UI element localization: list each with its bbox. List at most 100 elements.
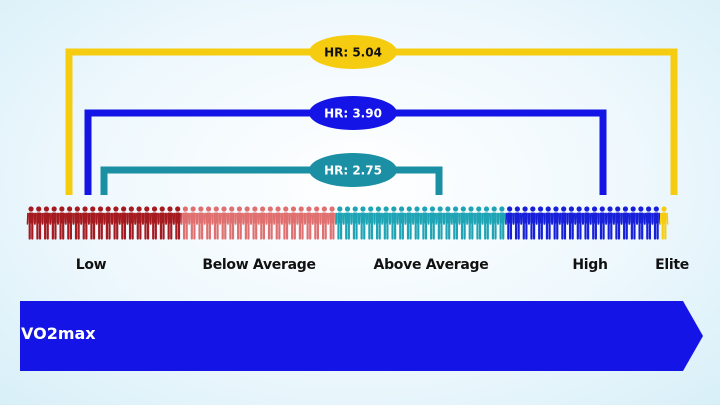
person-icon-high — [520, 206, 530, 240]
person-icon-below-average — [258, 206, 267, 240]
person-icon-below-average — [266, 206, 275, 240]
person-icon-high — [644, 206, 653, 240]
person-icon-above-average — [459, 206, 468, 240]
person-icon-high — [621, 206, 630, 240]
person-icon-above-average — [335, 206, 345, 240]
person-icon-above-average — [420, 206, 430, 240]
person-icon-above-average — [474, 206, 484, 240]
person-icon-low — [42, 206, 51, 240]
bracket-high-pill — [309, 96, 397, 130]
person-icon-above-average — [343, 206, 352, 240]
person-icon-above-average — [443, 206, 453, 240]
person-icon-low — [165, 206, 175, 240]
person-icon-high — [543, 206, 553, 240]
person-icon-above-average — [497, 206, 507, 240]
person-icon-above-average — [435, 206, 445, 240]
person-icon-below-average — [211, 206, 221, 240]
bracket-above-average-line — [100, 166, 443, 195]
bracket-above-average-label: HR: 2.75 — [324, 164, 382, 178]
person-icon-below-average — [250, 206, 260, 240]
person-icon-high — [574, 206, 584, 240]
person-icon-above-average — [404, 206, 414, 240]
person-icon-high — [636, 206, 646, 240]
person-icon-low — [88, 206, 98, 240]
vo2max-arrow — [20, 301, 703, 371]
bracket-above-average-pill — [309, 153, 397, 187]
person-icon-high — [551, 206, 561, 240]
hazard-ratio-brackets: HR: 5.04 HR: 3.90 HR: 2.75 — [65, 35, 678, 195]
person-icon-below-average — [304, 206, 314, 240]
category-label-low: Low — [75, 257, 107, 273]
person-icon-below-average — [289, 206, 298, 240]
person-icon-above-average — [350, 206, 360, 240]
person-icon-low — [157, 206, 167, 240]
person-icon-high — [590, 206, 599, 240]
person-icon-below-average — [273, 206, 283, 240]
person-icon-above-average — [482, 206, 491, 240]
person-icon-high — [652, 206, 661, 240]
person-icon-above-average — [451, 206, 460, 240]
person-icon-high — [567, 206, 576, 240]
person-icon-above-average — [366, 206, 375, 240]
vo2max-axis-label: VO2max — [21, 324, 96, 343]
person-icon-below-average — [296, 206, 306, 240]
category-label-above-average: Above Average — [373, 257, 489, 273]
person-icon-low — [65, 206, 74, 240]
person-icon-below-average — [188, 206, 198, 240]
person-icon-low — [96, 206, 105, 240]
bracket-elite-label: HR: 5.04 — [324, 46, 382, 60]
person-icon-below-average — [281, 206, 291, 240]
person-icon-low — [103, 206, 113, 240]
person-icon-above-average — [428, 206, 437, 240]
person-icon-below-average — [204, 206, 213, 240]
person-icon-low — [34, 206, 44, 240]
bracket-high-label: HR: 3.90 — [324, 107, 382, 121]
person-icon-below-average — [219, 206, 229, 240]
person-icon-below-average — [320, 206, 329, 240]
person-icon-below-average — [181, 206, 190, 240]
person-icon-above-average — [389, 206, 399, 240]
person-icon-high — [605, 206, 615, 240]
category-label-elite: Elite — [655, 257, 689, 273]
person-icon-above-average — [374, 206, 383, 240]
person-icon-low — [142, 206, 152, 240]
person-icon-above-average — [381, 206, 391, 240]
person-icon-low — [111, 206, 121, 240]
person-icon-high — [505, 206, 514, 240]
person-icon-low — [173, 206, 182, 240]
person-icon-low — [26, 206, 36, 240]
person-icon-elite — [659, 206, 669, 240]
person-icon-low — [80, 206, 90, 240]
person-icon-below-average — [312, 206, 321, 240]
person-icon-high — [559, 206, 568, 240]
person-icon-below-average — [242, 206, 252, 240]
person-icon-below-average — [227, 206, 237, 240]
person-icon-below-average — [196, 206, 206, 240]
person-icon-high — [536, 206, 545, 240]
person-icon-above-average — [358, 206, 368, 240]
category-label-high: High — [572, 257, 608, 273]
person-icon-above-average — [397, 206, 406, 240]
person-icon-low — [150, 206, 159, 240]
person-icon-above-average — [489, 206, 499, 240]
person-icon-below-average — [327, 206, 337, 240]
person-icon-low — [119, 206, 128, 240]
person-icon-low — [57, 206, 67, 240]
person-icon-high — [597, 206, 607, 240]
person-icon-high — [582, 206, 592, 240]
person-icon-high — [513, 206, 522, 240]
bracket-elite-pill — [309, 35, 397, 69]
person-icon-low — [49, 206, 59, 240]
category-label-below-average: Below Average — [202, 257, 316, 273]
person-icon-above-average — [412, 206, 422, 240]
person-icon-below-average — [235, 206, 244, 240]
person-icon-high — [613, 206, 623, 240]
person-icon-high — [628, 206, 638, 240]
person-icon-low — [73, 206, 82, 240]
person-icon-high — [528, 206, 538, 240]
person-icon-low — [127, 206, 136, 240]
person-icon-above-average — [466, 206, 476, 240]
person-icon-low — [134, 206, 144, 240]
population-row — [26, 206, 669, 240]
